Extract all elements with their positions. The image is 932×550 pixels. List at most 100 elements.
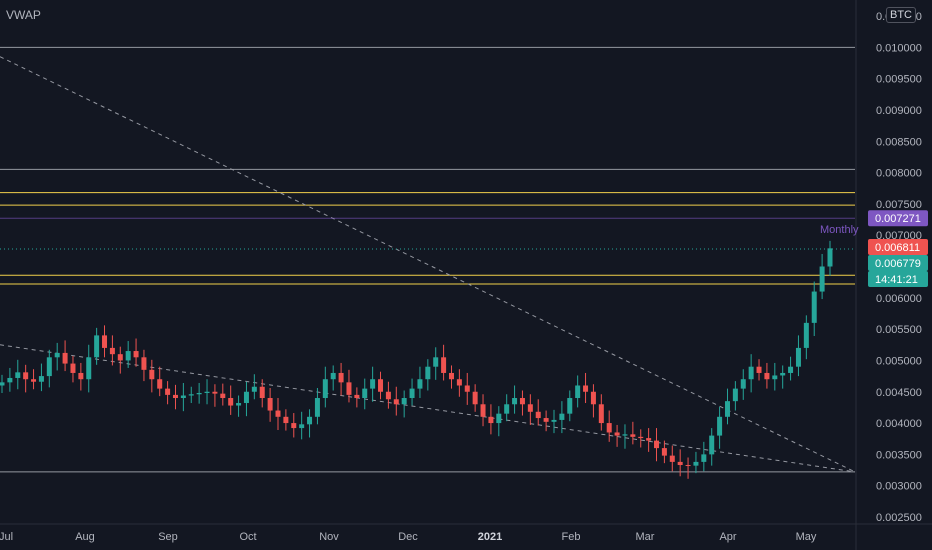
candle-body [236,403,242,406]
candle-body [622,434,628,436]
price-badge-label: 0.007271 [875,213,921,225]
candle-body [661,448,667,456]
candle-body [732,388,738,402]
y-tick-label: 0.005500 [876,324,922,336]
x-tick-label: Apr [719,531,736,543]
candle-body [86,357,92,380]
candle-body [630,434,636,437]
candle-body [614,432,620,436]
candle-body [559,413,565,420]
y-tick-label: 0.003500 [876,449,922,461]
candle-body [172,394,178,399]
candle-body [133,351,139,358]
candle-body [283,416,289,424]
candle-body [693,461,699,466]
currency-label[interactable]: BTC [886,7,916,23]
candle-body [117,354,123,361]
candle-body [425,366,431,380]
x-tick-label: May [796,531,817,543]
candle-body [527,404,533,412]
candle-body [677,461,683,466]
candle-body [590,391,596,405]
candle-body [291,423,297,429]
candle-body [543,418,549,422]
candle-body [94,335,100,358]
indicator-label[interactable]: VWAP [6,8,41,22]
candle-body [7,377,13,383]
x-tick-label: Nov [319,531,339,543]
y-tick-label: 0.006000 [876,293,922,305]
y-tick-label: 0.008000 [876,168,922,180]
y-tick-label: 0.003000 [876,481,922,493]
candle-body [409,388,415,399]
candle-body [31,379,37,382]
candle-body [338,372,344,383]
candle-body [464,385,470,392]
candle-body [535,411,541,419]
candle-body [401,398,407,405]
candle-body [598,404,604,424]
candle-body [764,372,770,380]
price-badge-label: 0.006811 [875,242,920,254]
candle-body [417,379,423,389]
candle-body [204,391,210,394]
candle-body [0,382,5,386]
candle-body [46,357,52,377]
candle-body [638,436,644,439]
price-badge-label: 14:41:21 [875,274,918,286]
candle-body [583,385,589,392]
x-tick-label: 2021 [478,531,502,543]
candle-body [149,369,155,380]
y-tick-label: 0.004000 [876,418,922,430]
candle-body [393,399,399,405]
candle-body [795,347,801,367]
candle-body [519,398,525,405]
x-tick-label: Mar [636,531,655,543]
y-tick-label: 0.008500 [876,136,922,148]
y-tick-label: 0.009500 [876,74,922,86]
trendline[interactable] [0,56,856,473]
candle-body [551,419,557,422]
candle-body [362,388,368,399]
candle-body [433,357,439,367]
candle-body [180,395,186,399]
candle-body [346,382,352,395]
price-badge [868,271,928,288]
candle-body [448,372,454,380]
candle-body [23,372,29,380]
price-badge [868,239,928,256]
candle-body [228,398,234,406]
candle-body [709,435,715,455]
x-tick-label: Sep [158,531,178,543]
candle-body [472,391,478,405]
y-tick-label: 0.005000 [876,355,922,367]
candle-body [456,379,462,386]
candle-body [38,376,44,382]
y-tick-label: 0.007500 [876,199,922,211]
candle-body [109,347,115,355]
candle-body [330,372,336,380]
y-tick-label: 0.010000 [876,42,922,54]
candle-body [78,372,84,380]
candle-body [212,391,218,394]
candle-body [188,394,194,396]
candle-body [220,393,226,399]
candle-body [165,388,171,395]
candle-body [267,398,273,411]
candle-body [504,404,510,414]
candle-body [157,379,163,389]
candle-body [811,291,817,323]
candle-body [196,393,202,395]
candle-body [62,352,68,364]
candle-body [70,363,76,373]
candle-body [259,386,265,399]
candle-body [299,424,305,429]
candle-body [354,394,360,399]
candle-body [685,465,691,467]
x-tick-label: Jul [0,531,13,543]
candle-body [141,357,147,370]
candle-body [441,357,447,373]
candle-body [772,375,778,380]
candle-body [780,372,786,376]
